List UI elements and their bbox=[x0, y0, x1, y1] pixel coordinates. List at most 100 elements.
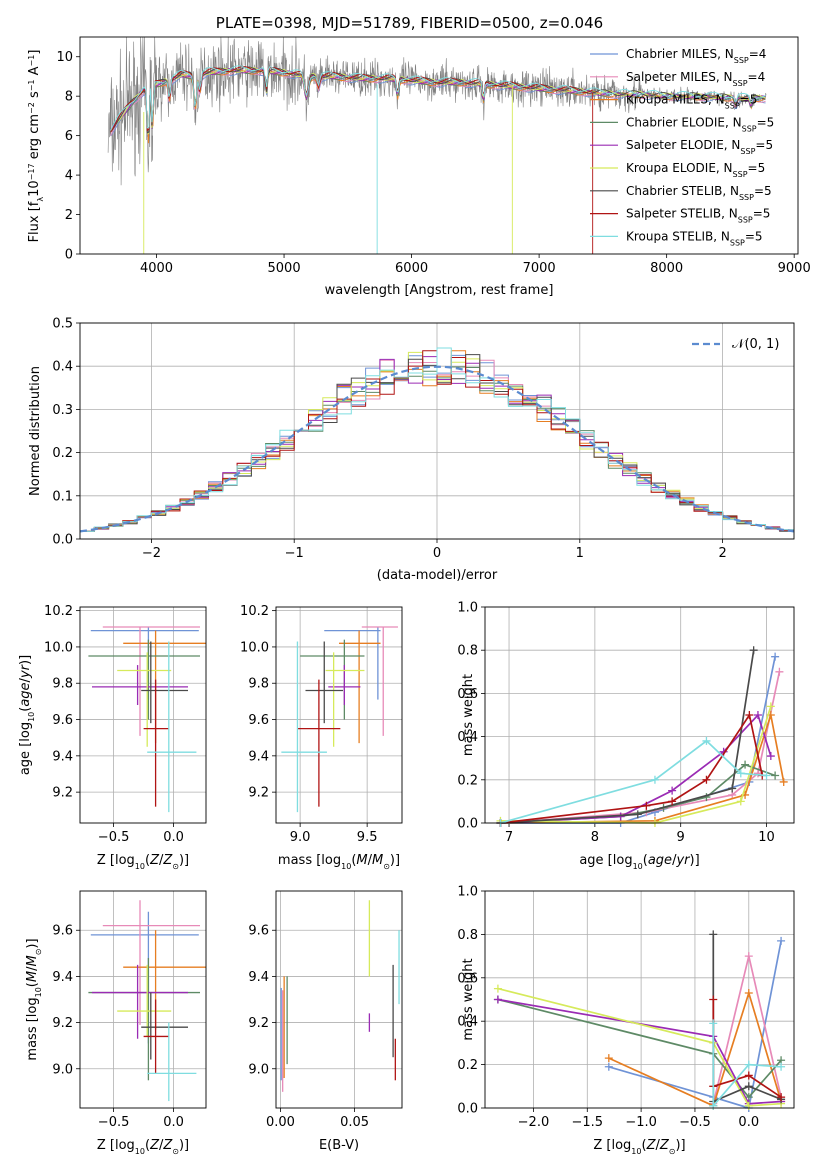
y-tick-label: 10 bbox=[56, 50, 73, 65]
y-tick-label: 9.4 bbox=[52, 749, 73, 764]
y-tick-label: 10.2 bbox=[240, 604, 269, 619]
error-point-kroupa-elodie bbox=[117, 964, 172, 1037]
error-point-chabrier-stelib bbox=[141, 641, 188, 724]
y-tick-label: 0 bbox=[65, 248, 73, 263]
x-tick-label: 9000 bbox=[778, 261, 811, 276]
y-axis-label: Normed distribution bbox=[28, 366, 43, 496]
y-tick-label: 0.5 bbox=[52, 317, 73, 332]
series-line bbox=[712, 1023, 782, 1109]
error-point-salpeter-stelib bbox=[143, 679, 169, 807]
series-marker bbox=[766, 702, 775, 711]
axes-frame bbox=[79, 890, 207, 1109]
series-marker bbox=[744, 952, 753, 961]
plot-area bbox=[281, 626, 398, 813]
error-point-kroupa-miles bbox=[123, 930, 206, 1030]
series-line bbox=[500, 712, 764, 824]
y-tick-label: 9.4 bbox=[52, 970, 73, 985]
y-tick-label: 4 bbox=[65, 169, 73, 184]
x-tick-label: 6000 bbox=[395, 261, 428, 276]
x-tick-label: 8000 bbox=[650, 261, 683, 276]
series-marker bbox=[604, 1054, 613, 1063]
x-tick-label: 0.05 bbox=[340, 1115, 369, 1130]
legend-label: Salpeter MILES, NSSP=4 bbox=[626, 70, 765, 88]
series-marker bbox=[749, 646, 758, 655]
series-salpeter-elodie bbox=[493, 995, 786, 1108]
x-tick-label: 9.0 bbox=[290, 830, 311, 845]
series-marker bbox=[777, 1093, 786, 1102]
error-point-chabrier-elodie bbox=[88, 639, 200, 720]
x-tick-label: −1.5 bbox=[571, 1115, 603, 1130]
x-tick-label: 4000 bbox=[140, 261, 173, 276]
x-axis-label: age [log10(age/yr)] bbox=[579, 853, 699, 871]
y-tick-label: 1.0 bbox=[457, 601, 478, 616]
series-marker bbox=[771, 771, 780, 780]
series-marker bbox=[777, 936, 786, 945]
y-tick-label: 9.6 bbox=[248, 713, 269, 728]
series-marker bbox=[668, 797, 677, 806]
y-tick-label: 9.2 bbox=[52, 1016, 73, 1031]
y-tick-label: 0.0 bbox=[52, 533, 73, 548]
y-tick-label: 8 bbox=[65, 90, 73, 105]
y-tick-label: 9.6 bbox=[52, 713, 73, 728]
error-point-kroupa-stelib bbox=[147, 641, 197, 813]
series-salpeter-elodie bbox=[496, 711, 775, 827]
plot-area bbox=[88, 626, 206, 813]
observed-spectrum bbox=[107, 36, 767, 186]
y-tick-label: 0.4 bbox=[52, 360, 73, 375]
y-tick-label: 2 bbox=[65, 208, 73, 223]
error-point-chabrier-stelib bbox=[141, 992, 188, 1060]
x-tick-label: 5000 bbox=[268, 261, 301, 276]
series-marker bbox=[668, 786, 677, 795]
y-tick-label: 0.3 bbox=[52, 403, 73, 418]
series-marker bbox=[766, 752, 775, 761]
x-tick-label: −0.5 bbox=[98, 1115, 130, 1130]
series-marker bbox=[736, 797, 745, 806]
series-marker bbox=[753, 711, 762, 719]
y-tick-label: 9.0 bbox=[52, 1062, 73, 1077]
series-marker bbox=[709, 930, 718, 939]
x-axis-label: (data-model)/error bbox=[377, 568, 498, 583]
x-tick-label: −2.0 bbox=[518, 1115, 550, 1130]
axes-frame bbox=[79, 606, 207, 824]
axes-frame bbox=[79, 36, 799, 255]
x-tick-label: 1 bbox=[576, 546, 584, 561]
x-tick-label: 8 bbox=[591, 830, 599, 845]
mass-vs-extinction-panel: 0.00 0.05 9.0 9.2 9.4 9.6 E(B-V) bbox=[248, 890, 403, 1153]
legend-label: Salpeter ELODIE, NSSP=5 bbox=[626, 138, 773, 156]
mass-weight-vs-metallicity-panel: −2.0 −1.5 −1.0 −0.5 0.0 0.0 0.2 0.4 0.6 0.8 1.0 Z [… bbox=[457, 885, 795, 1156]
series-chabrier-elodie bbox=[493, 995, 786, 1102]
series-marker bbox=[616, 812, 625, 821]
series-marker bbox=[745, 711, 754, 719]
y-tick-label: 9.4 bbox=[248, 970, 269, 985]
y-axis-label: mass weight bbox=[461, 674, 476, 756]
plot-area bbox=[88, 900, 206, 1102]
mass-weight-vs-age-panel: 7 8 9 10 0.0 0.2 0.4 0.6 0.8 1.0 age [log10(age/yr… bbox=[457, 601, 795, 871]
chart-title: PLATE=0398, MJD=51789, FIBERID=0500, z=0… bbox=[216, 14, 603, 32]
error-point-kroupa-elodie bbox=[325, 652, 365, 747]
y-tick-label: 0.2 bbox=[457, 773, 478, 788]
series-marker bbox=[728, 784, 737, 793]
y-axis-label: Flux [fλ10−17 erg cm−2 s−1 A−1] bbox=[27, 50, 45, 243]
y-axis-label: age [log10(age/yr)] bbox=[18, 655, 36, 775]
y-axis-label: mass [log10(M/M⊙)] bbox=[25, 938, 43, 1060]
series-marker bbox=[736, 769, 745, 778]
error-point-kroupa-stelib bbox=[147, 1022, 197, 1102]
y-tick-label: 0.4 bbox=[457, 1015, 478, 1030]
plot-area bbox=[493, 930, 786, 1112]
series-marker bbox=[604, 1062, 613, 1071]
x-axis-label: E(B-V) bbox=[319, 1138, 359, 1153]
normal-curve bbox=[79, 365, 795, 533]
series-marker bbox=[744, 1060, 753, 1069]
series-line bbox=[497, 987, 782, 1107]
series-marker bbox=[702, 736, 711, 745]
error-point-salpeter-miles bbox=[102, 626, 200, 736]
axes-frame bbox=[484, 606, 795, 824]
x-tick-label: −2 bbox=[142, 546, 161, 561]
x-axis-label: wavelength [Angstrom, rest frame] bbox=[325, 283, 554, 298]
series-line bbox=[608, 990, 782, 1107]
series-marker bbox=[744, 1071, 753, 1080]
spectrum-panel: 4000 5000 6000 7000 8000 9000 0 2 4 6 8 10 PLATE=039… bbox=[27, 14, 811, 298]
series-line bbox=[712, 999, 782, 1098]
axes-frame bbox=[275, 890, 403, 1109]
x-axis-label: mass [log10(M/M⊙)] bbox=[278, 853, 400, 871]
